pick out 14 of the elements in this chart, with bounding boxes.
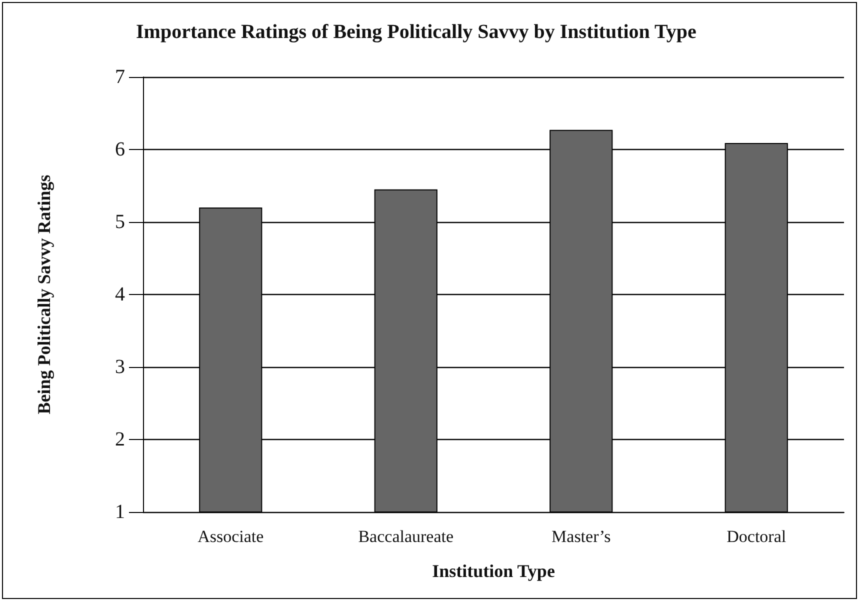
y-tick-label: 6 <box>115 138 125 160</box>
y-tick-label: 1 <box>115 501 125 523</box>
y-tick-label: 3 <box>115 356 125 378</box>
y-tick-label: 7 <box>115 66 125 88</box>
x-axis-title: Institution Type <box>432 561 555 581</box>
y-axis-title: Being Politically Savvy Ratings <box>34 174 54 414</box>
y-tick-label: 5 <box>115 211 125 233</box>
x-tick-label: Master’s <box>552 527 611 546</box>
x-tick-label: Doctoral <box>726 527 786 546</box>
x-tick-label: Baccalaureate <box>358 527 454 546</box>
x-tick-label: Associate <box>198 527 264 546</box>
chart-title: Importance Ratings of Being Politically Savvy by Institution Type <box>136 21 697 43</box>
y-tick-label: 4 <box>115 284 125 306</box>
y-tick-label: 2 <box>115 428 125 450</box>
